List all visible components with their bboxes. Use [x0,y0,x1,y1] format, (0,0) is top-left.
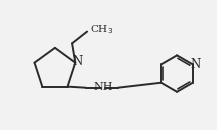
Text: NH: NH [93,82,113,92]
Text: N: N [191,58,201,71]
Text: N: N [73,55,83,68]
Text: CH$_3$: CH$_3$ [90,24,113,36]
